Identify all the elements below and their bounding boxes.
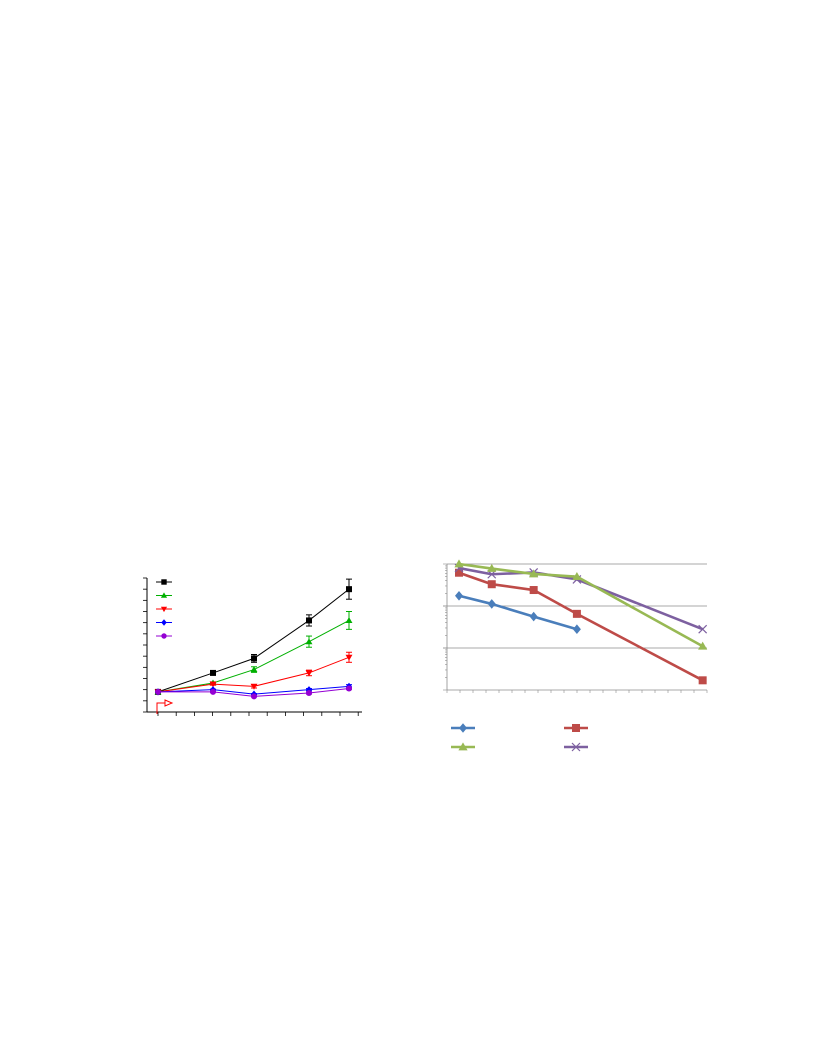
data-point-s2 [698, 641, 708, 650]
data-point-s1 [250, 666, 258, 673]
data-point-s0 [487, 599, 496, 609]
data-point-s1 [529, 586, 538, 595]
annotation-arrow-shaft [156, 702, 166, 714]
data-point-s0 [455, 590, 463, 601]
data-point-s0 [572, 624, 581, 635]
data-point-s0 [346, 586, 352, 593]
data-point-s2 [454, 559, 464, 568]
data-point-s1 [305, 638, 313, 645]
data-point-s2 [529, 569, 539, 578]
data-point-s4 [155, 688, 161, 695]
data-point-s0 [251, 655, 257, 662]
data-point-s1 [455, 568, 463, 577]
legend-marker-0 [459, 723, 467, 733]
data-point-s4 [346, 685, 352, 692]
legend-marker-3 [571, 742, 581, 752]
legend-marker-2 [458, 742, 468, 751]
legend-marker-2 [160, 606, 168, 613]
data-point-s4 [251, 693, 257, 700]
data-point-s3 [698, 624, 708, 634]
data-point-s2 [305, 670, 313, 677]
legend-marker-0 [161, 579, 167, 585]
annotation-arrow-head [164, 699, 174, 707]
data-point-s1 [698, 676, 707, 685]
legend-marker-3 [161, 619, 167, 626]
data-point-s0 [210, 669, 216, 676]
data-point-s1 [487, 580, 496, 589]
data-point-s0 [306, 617, 312, 624]
legend-marker-4 [161, 633, 167, 639]
data-point-s2 [487, 563, 497, 572]
data-point-s2 [572, 572, 582, 581]
data-point-s0 [529, 611, 538, 622]
series-line-0 [157, 588, 350, 693]
legend-marker-1 [572, 724, 580, 732]
data-point-s2 [209, 681, 217, 688]
data-point-s2 [345, 654, 353, 661]
series-line-0 [458, 594, 578, 631]
legend-marker-1 [160, 592, 168, 598]
data-point-s4 [306, 690, 312, 697]
data-point-s1 [572, 609, 581, 618]
data-point-s4 [210, 688, 216, 695]
data-point-s1 [345, 616, 353, 623]
data-point-s2 [250, 683, 258, 690]
